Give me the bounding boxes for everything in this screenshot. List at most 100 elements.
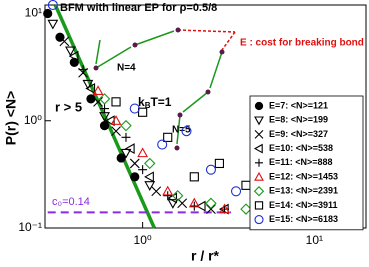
marker (254, 201, 264, 210)
marker (47, 19, 59, 30)
marker (205, 164, 216, 175)
marker (189, 172, 199, 182)
monomer (205, 89, 211, 95)
marker (120, 119, 132, 132)
y-tick-label: 10⁻¹ (18, 220, 42, 234)
marker (138, 107, 148, 117)
marker (116, 153, 126, 163)
marker (110, 115, 122, 125)
marker (188, 197, 200, 208)
marker (253, 186, 265, 197)
reference-line (53, 4, 156, 229)
marker (206, 204, 216, 215)
marker (137, 147, 149, 158)
marker (163, 132, 173, 142)
chart-title: BFM with linear EP for ρ=0.5/8 (60, 2, 217, 14)
marker (151, 186, 162, 197)
marker (78, 65, 88, 75)
marker (254, 215, 264, 225)
legend-label: E=15: <N>=6183 (269, 214, 338, 224)
marker (111, 126, 121, 137)
marker (138, 165, 148, 175)
marker (111, 97, 121, 107)
marker (130, 172, 140, 182)
marker (65, 46, 76, 57)
arrow (209, 51, 223, 89)
marker (205, 197, 217, 210)
arrow (95, 46, 132, 69)
marker (167, 199, 179, 209)
x-tick-label: 10¹ (306, 233, 323, 247)
marker (157, 139, 168, 150)
marker (98, 93, 111, 105)
y-tick-label: 10¹ (25, 6, 42, 20)
legend-label: E=14: <N>=3911 (269, 200, 338, 210)
annotation: B (145, 101, 151, 110)
monomer (177, 112, 183, 118)
marker (219, 203, 230, 214)
marker (82, 79, 94, 90)
marker (144, 157, 156, 170)
annotation: E : cost for breaking bond (240, 38, 364, 49)
annotation: c₀=0.14 (52, 196, 90, 208)
marker (162, 185, 174, 196)
x-tick-label: 10⁰ (134, 233, 152, 247)
y-axis-label: P(r) <N> (3, 91, 19, 145)
arrow (134, 30, 175, 46)
marker (129, 103, 140, 114)
marker (181, 126, 192, 137)
legend-box (249, 95, 364, 231)
marker (253, 143, 263, 154)
plot-frame (44, 4, 367, 229)
marker (214, 158, 225, 169)
annotation: k (138, 95, 145, 109)
marker (86, 94, 96, 104)
legend-label: E=9: <N>=327 (269, 129, 328, 139)
marker (69, 57, 79, 67)
marker (129, 158, 140, 169)
monomer (175, 27, 181, 33)
annotation: kBT=1 (138, 95, 172, 110)
broken-bond (221, 31, 236, 51)
marker (85, 83, 96, 94)
marker (47, 0, 58, 11)
marker (124, 143, 135, 155)
marker (100, 104, 110, 114)
y-tick-label: 10⁰ (24, 113, 42, 127)
marker (144, 171, 154, 183)
marker (189, 201, 199, 211)
marker (59, 36, 70, 47)
arrow (95, 39, 101, 65)
marker (255, 158, 263, 167)
marker (254, 116, 264, 126)
marker (144, 181, 156, 191)
marker (195, 200, 206, 212)
monomer (219, 49, 225, 55)
marker (93, 96, 103, 107)
marker (240, 203, 252, 215)
annotation: T=1 (150, 95, 171, 109)
annotation: N=4 (117, 63, 136, 74)
marker (230, 186, 242, 197)
legend-label: E=13: <N>=2391 (269, 186, 338, 196)
marker (120, 148, 132, 159)
monomer (132, 42, 138, 48)
marker (163, 191, 173, 201)
arrow (182, 91, 209, 113)
legend-label: E=7: <N>=121 (269, 100, 328, 110)
marker (254, 101, 264, 111)
legend-label: E=10: <N>=538 (269, 143, 333, 153)
x-axis-label: r / r* (191, 248, 220, 264)
monomer (93, 65, 99, 71)
marker (254, 130, 264, 139)
marker (121, 132, 131, 142)
marker (171, 189, 184, 202)
marker (254, 171, 264, 181)
legend-label: E=11: <N>=888 (269, 157, 333, 167)
broken-bond (177, 29, 236, 33)
marker (43, 8, 53, 19)
annotation: r > 5 (55, 99, 82, 114)
marker (92, 85, 104, 95)
legend-label: E=8: <N>=199 (269, 115, 328, 125)
